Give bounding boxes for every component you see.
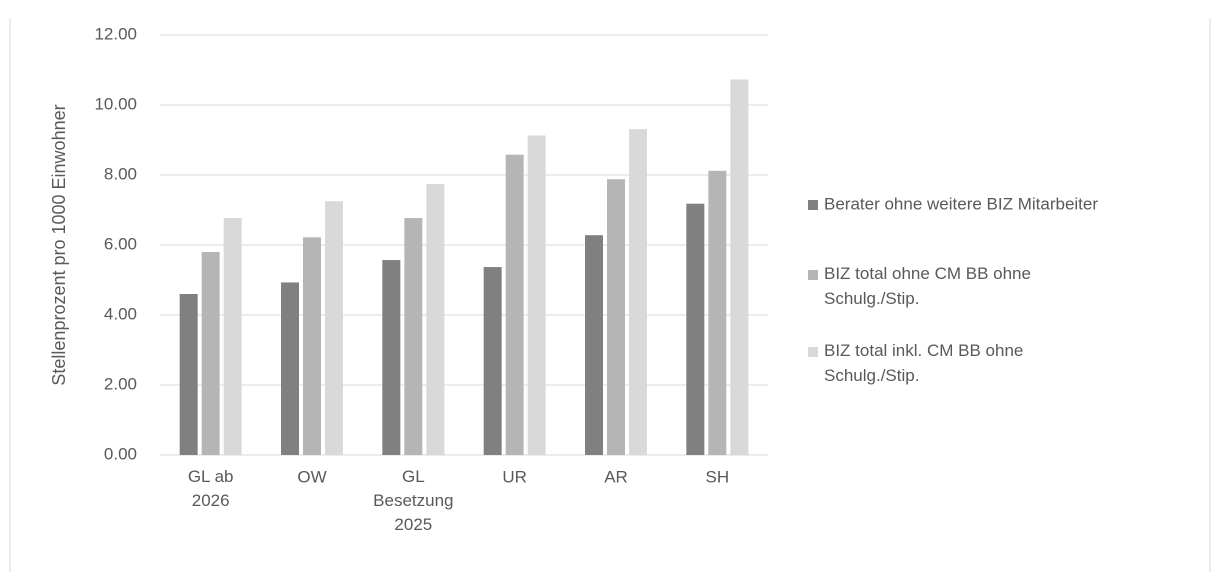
- bar: [585, 235, 603, 455]
- legend-label: Berater ohne weitere BIZ Mitarbeiter: [824, 194, 1098, 213]
- chart-frame: [9, 18, 1211, 572]
- bar: [483, 267, 502, 455]
- x-tick-label: GL Besetzung 2025: [373, 467, 453, 534]
- bar: [382, 260, 401, 455]
- legend-swatch: [808, 200, 818, 210]
- bar: [201, 252, 220, 455]
- y-tick-label: 0.00: [104, 444, 137, 463]
- legend-swatch: [808, 270, 818, 280]
- bar: [708, 170, 727, 456]
- bar: [281, 282, 299, 455]
- x-tick-label: UR: [502, 467, 527, 486]
- bar: [686, 203, 705, 455]
- y-tick-label: 8.00: [104, 164, 137, 183]
- bar: [629, 129, 647, 455]
- bar: [179, 294, 198, 455]
- bar: [404, 218, 423, 455]
- y-tick-label: 12.00: [94, 24, 137, 43]
- bar: [303, 237, 321, 455]
- y-tick-label: 2.00: [104, 374, 137, 393]
- legend-label: BIZ total ohne CM BB ohne Schulg./Stip.: [824, 264, 1031, 308]
- legend-label: BIZ total inkl. CM BB ohne Schulg./Stip.: [824, 341, 1023, 385]
- bar: [505, 154, 524, 455]
- y-tick-label: 6.00: [104, 234, 137, 253]
- bar: [223, 218, 242, 455]
- x-tick-label: OW: [297, 467, 326, 486]
- x-tick-label: GL ab 2026: [188, 467, 234, 510]
- y-tick-label: 4.00: [104, 304, 137, 323]
- y-axis-title: Stellenprozent pro 1000 Einwohner: [49, 104, 69, 385]
- bar: [607, 179, 625, 455]
- x-tick-label: AR: [604, 467, 628, 486]
- bar: [426, 184, 445, 455]
- y-tick-label: 10.00: [94, 94, 137, 113]
- x-tick-label: SH: [706, 467, 730, 486]
- bar: [527, 135, 546, 455]
- legend-swatch: [808, 347, 818, 357]
- bar: [730, 79, 749, 455]
- bar: [325, 201, 343, 455]
